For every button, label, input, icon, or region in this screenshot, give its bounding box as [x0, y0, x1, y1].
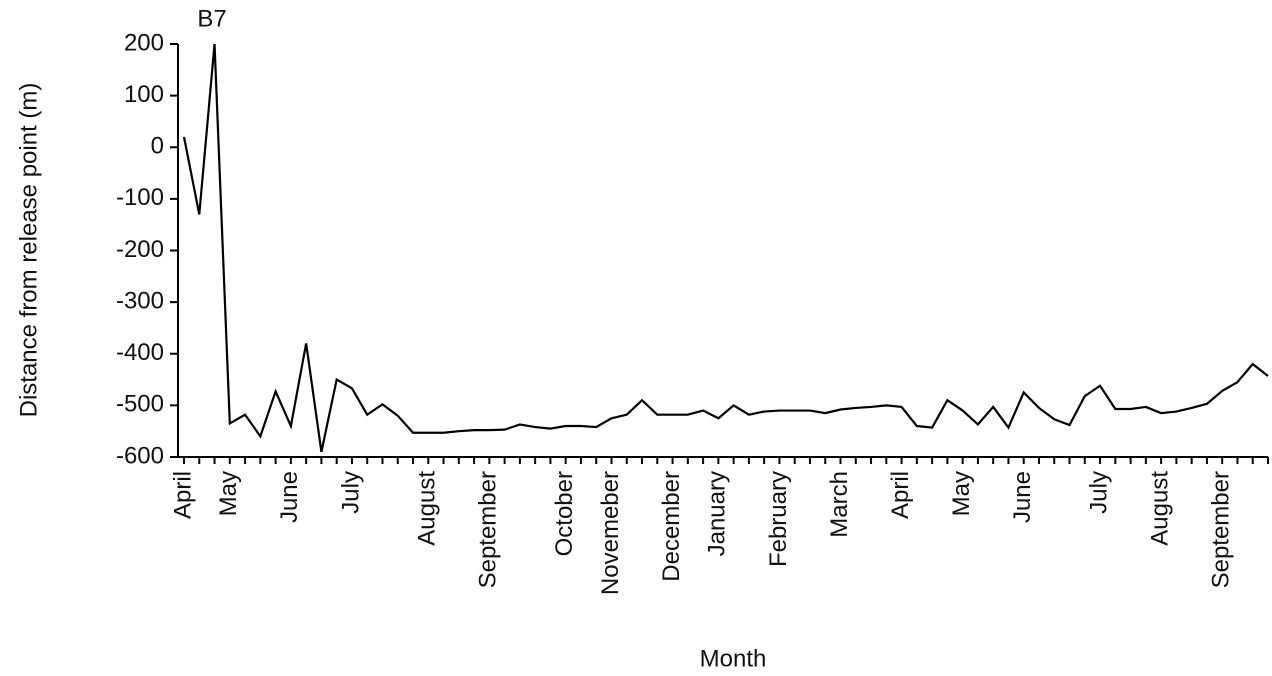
x-tick-label: February: [765, 471, 792, 567]
annotation: B7: [197, 5, 226, 32]
x-tick-label: April: [169, 471, 196, 519]
data-line: [182, 43, 1269, 453]
x-tick-label: September: [1208, 471, 1235, 588]
y-tick-label: -300: [116, 287, 164, 314]
x-tick-label: May: [948, 471, 975, 516]
y-tick-label: -400: [116, 339, 164, 366]
x-tick-label: December: [658, 471, 685, 582]
x-tick-label: July: [337, 471, 364, 514]
y-tick-label: -100: [116, 184, 164, 211]
y-axis-label: Distance from release point (m): [15, 83, 42, 418]
x-tick-label: July: [1085, 471, 1112, 514]
x-tick-label: Novemeber: [597, 471, 624, 595]
x-tick-label: October: [551, 471, 578, 556]
x-tick-label: August: [1146, 471, 1173, 546]
x-tick-label: April: [887, 471, 914, 519]
y-tick-label: -500: [116, 391, 164, 418]
x-tick-label: May: [215, 471, 242, 516]
y-tick-label: -600: [116, 442, 164, 469]
y-tick-label: 200: [124, 29, 164, 56]
x-tick-label: January: [704, 471, 731, 556]
x-tick-label: March: [826, 471, 853, 538]
x-tick-label: August: [414, 471, 441, 546]
x-tick-label: September: [475, 471, 502, 588]
y-tick-label: 100: [124, 81, 164, 108]
x-tick-label: June: [1009, 471, 1036, 523]
y-tick-label: -200: [116, 236, 164, 263]
x-axis-label: Month: [700, 645, 767, 672]
y-tick-label: 0: [151, 133, 164, 160]
x-tick-label: June: [276, 471, 303, 523]
